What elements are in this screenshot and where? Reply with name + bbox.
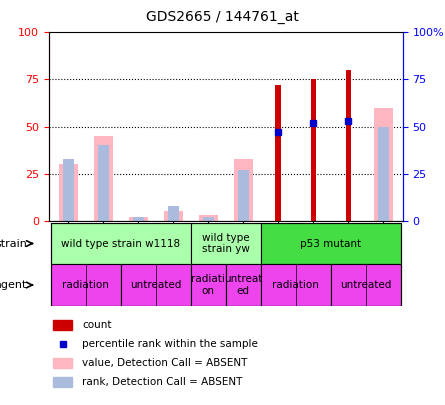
Bar bbox=[191, 264, 226, 306]
Text: untreated: untreated bbox=[340, 280, 392, 290]
Bar bbox=[63, 159, 73, 221]
Bar bbox=[51, 264, 121, 306]
Text: radiati
on: radiati on bbox=[191, 274, 225, 296]
Bar bbox=[51, 223, 191, 264]
Bar bbox=[129, 217, 148, 221]
Text: radiation: radiation bbox=[272, 280, 320, 290]
Text: value, Detection Call = ABSENT: value, Detection Call = ABSENT bbox=[82, 358, 247, 368]
Bar bbox=[191, 223, 261, 264]
Bar bbox=[98, 145, 109, 221]
Bar bbox=[331, 264, 401, 306]
Bar bbox=[238, 170, 249, 221]
Text: strain: strain bbox=[0, 239, 27, 249]
Bar bbox=[53, 358, 73, 368]
Bar bbox=[53, 320, 73, 330]
Bar bbox=[121, 264, 191, 306]
Text: wild type
strain yw: wild type strain yw bbox=[202, 233, 250, 254]
Bar bbox=[275, 85, 281, 221]
Bar bbox=[93, 136, 113, 221]
Text: wild type strain w1118: wild type strain w1118 bbox=[61, 239, 180, 249]
Text: GDS2665 / 144761_at: GDS2665 / 144761_at bbox=[146, 10, 299, 24]
Bar bbox=[133, 217, 144, 221]
Bar bbox=[59, 164, 78, 221]
Bar bbox=[261, 264, 331, 306]
Bar bbox=[261, 223, 401, 264]
Bar bbox=[226, 264, 261, 306]
Text: p53 mutant: p53 mutant bbox=[300, 239, 361, 249]
Text: untreat
ed: untreat ed bbox=[224, 274, 263, 296]
Bar bbox=[378, 126, 389, 221]
Bar bbox=[198, 215, 218, 221]
Bar bbox=[53, 377, 73, 386]
Text: rank, Detection Call = ABSENT: rank, Detection Call = ABSENT bbox=[82, 377, 243, 387]
Bar bbox=[234, 159, 253, 221]
Text: agent: agent bbox=[0, 280, 27, 290]
Bar bbox=[311, 79, 316, 221]
Text: percentile rank within the sample: percentile rank within the sample bbox=[82, 339, 258, 349]
Bar bbox=[346, 70, 351, 221]
Bar bbox=[168, 206, 178, 221]
Bar bbox=[203, 217, 214, 221]
Text: untreated: untreated bbox=[130, 280, 182, 290]
Bar bbox=[374, 108, 393, 221]
Text: count: count bbox=[82, 320, 112, 330]
Text: radiation: radiation bbox=[62, 280, 109, 290]
Bar bbox=[164, 211, 183, 221]
